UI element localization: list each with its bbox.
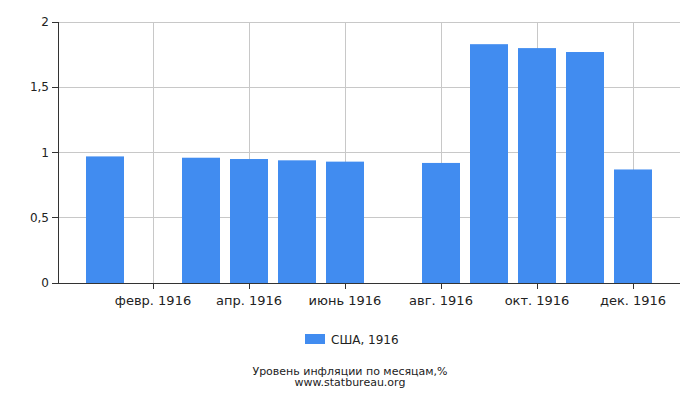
x-tick [633, 283, 634, 289]
x-tick [345, 283, 346, 289]
bar [422, 163, 460, 283]
y-tick-label: 0,5 [30, 211, 49, 225]
y-tick-label: 0 [41, 276, 49, 290]
chart-svg: 0 0,5 1 1,5 2 февр. 1916 апр. 1916 июнь 1916 авг… [0, 0, 700, 400]
y-tick-label: 1 [41, 146, 49, 160]
x-tick-label: апр. 1916 [216, 293, 282, 308]
legend-label: США, 1916 [331, 333, 399, 347]
y-tick [52, 87, 58, 88]
y-tick-label: 1,5 [30, 80, 49, 94]
x-tick-label: февр. 1916 [115, 293, 191, 308]
bar [278, 160, 316, 283]
y-grid-line [58, 22, 680, 23]
bars [86, 44, 652, 283]
x-tick [537, 283, 538, 289]
y-tick [52, 217, 58, 218]
y-tick [52, 152, 58, 153]
subtitle: www.statbureau.org [295, 376, 406, 389]
bar [182, 158, 220, 283]
axes: 0 0,5 1 1,5 2 февр. 1916 апр. 1916 июнь 1916 авг… [30, 15, 680, 308]
chart-container: 0 0,5 1 1,5 2 февр. 1916 апр. 1916 июнь 1916 авг… [0, 0, 700, 400]
x-tick-label: окт. 1916 [505, 293, 570, 308]
y-tick [52, 22, 58, 23]
bar [518, 48, 556, 283]
legend-swatch [305, 334, 325, 344]
x-grid-line [153, 22, 154, 283]
legend: США, 1916 [305, 333, 399, 347]
bar [326, 162, 364, 283]
y-tick-label: 2 [41, 15, 49, 29]
y-tick [52, 283, 58, 284]
x-tick [249, 283, 250, 289]
bar [86, 156, 124, 283]
x-tick [153, 283, 154, 289]
grid [58, 22, 680, 283]
x-tick [441, 283, 442, 289]
bar [614, 169, 652, 283]
x-tick-label: дек. 1916 [600, 293, 666, 308]
bar [566, 52, 604, 283]
x-tick-label: июнь 1916 [309, 293, 382, 308]
y-axis-line [58, 22, 59, 283]
bar [230, 159, 268, 283]
x-tick-label: авг. 1916 [409, 293, 473, 308]
bar [470, 44, 508, 283]
